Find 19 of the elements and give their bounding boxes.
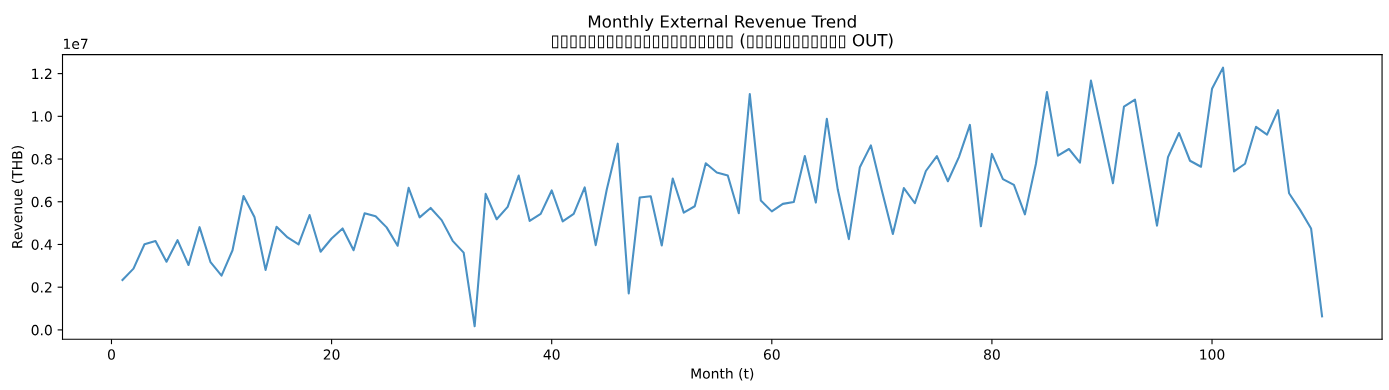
- chart-title: Monthly External Revenue Trend: [588, 14, 856, 32]
- x-tick-label: 80: [984, 349, 1000, 360]
- x-tick-label: 40: [543, 349, 560, 360]
- y-tick-label: 1.2: [32, 68, 52, 79]
- y-tick-label: 1.0: [32, 111, 52, 122]
- y-tick-label: 0.2: [31, 282, 52, 293]
- y-tick-label: 0.6: [31, 196, 52, 208]
- x-tick-label: 60: [763, 349, 780, 360]
- x-tick-label: 20: [323, 349, 340, 360]
- y-axis-title: Revenue (THB): [11, 146, 25, 248]
- chart-subtitle: ▯▯▯▯▯▯▯▯▯▯▯▯▯▯▯▯▯▯▯▯ (▯▯▯▯▯▯▯▯▯▯▯ OUT): [552, 33, 893, 49]
- y-tick-label: 0.4: [31, 239, 52, 250]
- y-tick-label: 0.0: [31, 324, 52, 336]
- x-tick-label: 0: [107, 349, 115, 360]
- x-tick-label: 100: [1200, 349, 1225, 360]
- y-tick-label: 0.8: [31, 154, 52, 165]
- text: 1e7: [64, 38, 88, 50]
- x-axis-title: Month (t): [691, 368, 754, 381]
- line-series: [121, 66, 1324, 328]
